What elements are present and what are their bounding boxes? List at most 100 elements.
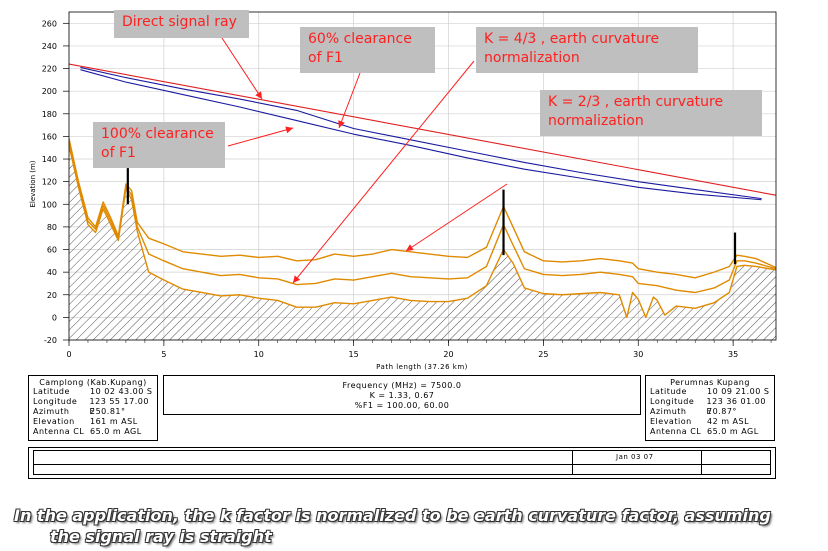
info-key: Azimuth [650, 407, 687, 416]
callout-text: K = 2/3 , earth curvature [548, 94, 724, 110]
site-b-panel: Perumnas Kupang Latitude 10 09 21.00 S Lon… [645, 375, 775, 441]
site-a-panel: Camplong (Kab.Kupang) Latitude 10 02 43.0… [28, 375, 158, 441]
info-key: Longitude [650, 397, 695, 406]
info-value: 42 m ASL [707, 417, 750, 426]
x-tick-label: 5 [161, 350, 166, 359]
info-key: Antenna CL [33, 427, 85, 436]
info-value: 123 55 17.00 E [89, 397, 149, 416]
info-row: Longitude 123 36 01.00 E [646, 397, 774, 416]
y-tick-label: 40 [47, 268, 57, 277]
frequency-text: Frequency (MHz) = 7500.0 [342, 381, 462, 390]
terrain-hatch [69, 145, 776, 340]
info-row: Antenna CL 65.0 m AGL [646, 427, 774, 437]
link-parameters-panel: Frequency (MHz) = 7500.0 K = 1.33, 0.67 … [163, 375, 641, 415]
y-tick-label: 100 [42, 200, 57, 209]
series-line [80, 69, 762, 201]
y-axis-label: Elevation (m) [29, 160, 37, 207]
callout-text: Direct signal ray [122, 14, 237, 30]
y-tick-label: 240 [42, 42, 57, 51]
info-value: 161 m ASL [90, 417, 138, 426]
terrain-fill [69, 145, 776, 340]
fresnel-text: %F1 = 100.00, 60.00 [354, 401, 450, 410]
callout-text: K = 4/3 , earth curvature [484, 31, 660, 47]
callout-arrowhead [285, 126, 293, 134]
series-line [68, 63, 777, 196]
callout-arrowhead [255, 91, 262, 99]
y-tick-label: 200 [42, 87, 57, 96]
info-key: Elevation [650, 417, 692, 426]
callout-arrows [221, 37, 508, 284]
info-row: Azimuth 250.81° [29, 407, 157, 417]
callout-text: 60% clearance [308, 31, 412, 47]
info-key: Elevation [33, 417, 75, 426]
antenna-towers [126, 168, 737, 265]
info-key: Latitude [650, 387, 687, 396]
y-tick-label: 120 [42, 178, 57, 187]
series-line [68, 138, 777, 279]
callout-arrow [292, 60, 475, 284]
callout-k-4-3: K = 4/3 , earth curvature normalization [476, 27, 698, 73]
info-row: Elevation 42 m ASL [646, 417, 774, 427]
info-row: Antenna CL 65.0 m AGL [29, 427, 157, 437]
site-b-name: Perumnas Kupang [670, 378, 750, 387]
y-tick-label: 20 [47, 291, 57, 300]
chart-axes: -20 0 20 40 60 80 100 120 140 160 180 200 220 240 260 0… [42, 11, 777, 359]
series-line [80, 66, 762, 200]
info-value: 65.0 m AGL [90, 427, 142, 436]
callout-60-clearance: 60% clearance of F1 [300, 27, 435, 73]
x-tick-label: 0 [66, 350, 71, 359]
callout-text: 100% clearance [101, 126, 214, 142]
callout-k-2-3: K = 2/3 , earth curvature normalization [540, 90, 762, 136]
y-tick-label: 140 [42, 155, 57, 164]
footer-table: Jan 03 07 [28, 447, 776, 479]
plot-frame [68, 11, 777, 341]
k-factor-text: K = 1.33, 0.67 [369, 391, 435, 400]
info-value: 123 36 01.00 E [706, 397, 766, 416]
info-value: 250.81° [90, 407, 126, 416]
info-key: Latitude [33, 387, 70, 396]
callout-text: normalization [484, 50, 580, 66]
y-tick-label: 180 [42, 110, 57, 119]
callout-direct-signal-ray: Direct signal ray [114, 10, 249, 38]
x-tick-label: 25 [538, 350, 548, 359]
callout-text: of F1 [101, 145, 136, 161]
info-row: Longitude 123 55 17.00 E [29, 397, 157, 416]
x-tick-label: 30 [633, 350, 643, 359]
info-value: 10 09 21.00 S [707, 387, 770, 396]
x-tick-label: 35 [728, 350, 738, 359]
info-row: Latitude 10 09 21.00 S [646, 387, 774, 397]
y-tick-label: -20 [44, 336, 57, 345]
callout-arrow [221, 37, 263, 100]
info-key: Longitude [33, 397, 78, 406]
callout-text: normalization [548, 113, 644, 129]
info-key: Antenna CL [650, 427, 702, 436]
info-value: 10 02 43.00 S [90, 387, 153, 396]
info-value: 65.0 m AGL [707, 427, 759, 436]
callout-100-clearance: 100% clearance of F1 [93, 122, 225, 168]
x-tick-label: 15 [349, 350, 359, 359]
x-axis-label: Path length (37.26 km) [376, 363, 468, 371]
info-key: Azimuth [33, 407, 70, 416]
callout-arrow [405, 183, 508, 252]
series-line [68, 141, 777, 294]
y-tick-label: 220 [42, 65, 57, 74]
callout-arrowhead [338, 120, 345, 128]
y-tick-label: 0 [52, 313, 57, 322]
callout-arrowhead [406, 244, 414, 251]
slide-caption: In the application, the k factor is norm… [14, 505, 824, 547]
caption-line-1: In the application, the k factor is norm… [14, 506, 771, 525]
info-row: Elevation 161 m ASL [29, 417, 157, 427]
y-tick-label: 260 [42, 19, 57, 28]
series-line [68, 145, 777, 319]
y-tick-label: 80 [47, 223, 57, 232]
y-tick-label: 160 [42, 132, 57, 141]
caption-line-2: the signal ray is straight [50, 527, 272, 546]
info-row: Azimuth 70.87° [646, 407, 774, 417]
chart-series [68, 63, 777, 319]
info-value: 70.87° [707, 407, 737, 416]
x-tick-label: 20 [443, 350, 453, 359]
info-row: Latitude 10 02 43.00 S [29, 387, 157, 397]
callout-arrow [338, 72, 361, 129]
callout-arrow [227, 127, 294, 147]
callout-arrowhead [293, 275, 301, 283]
